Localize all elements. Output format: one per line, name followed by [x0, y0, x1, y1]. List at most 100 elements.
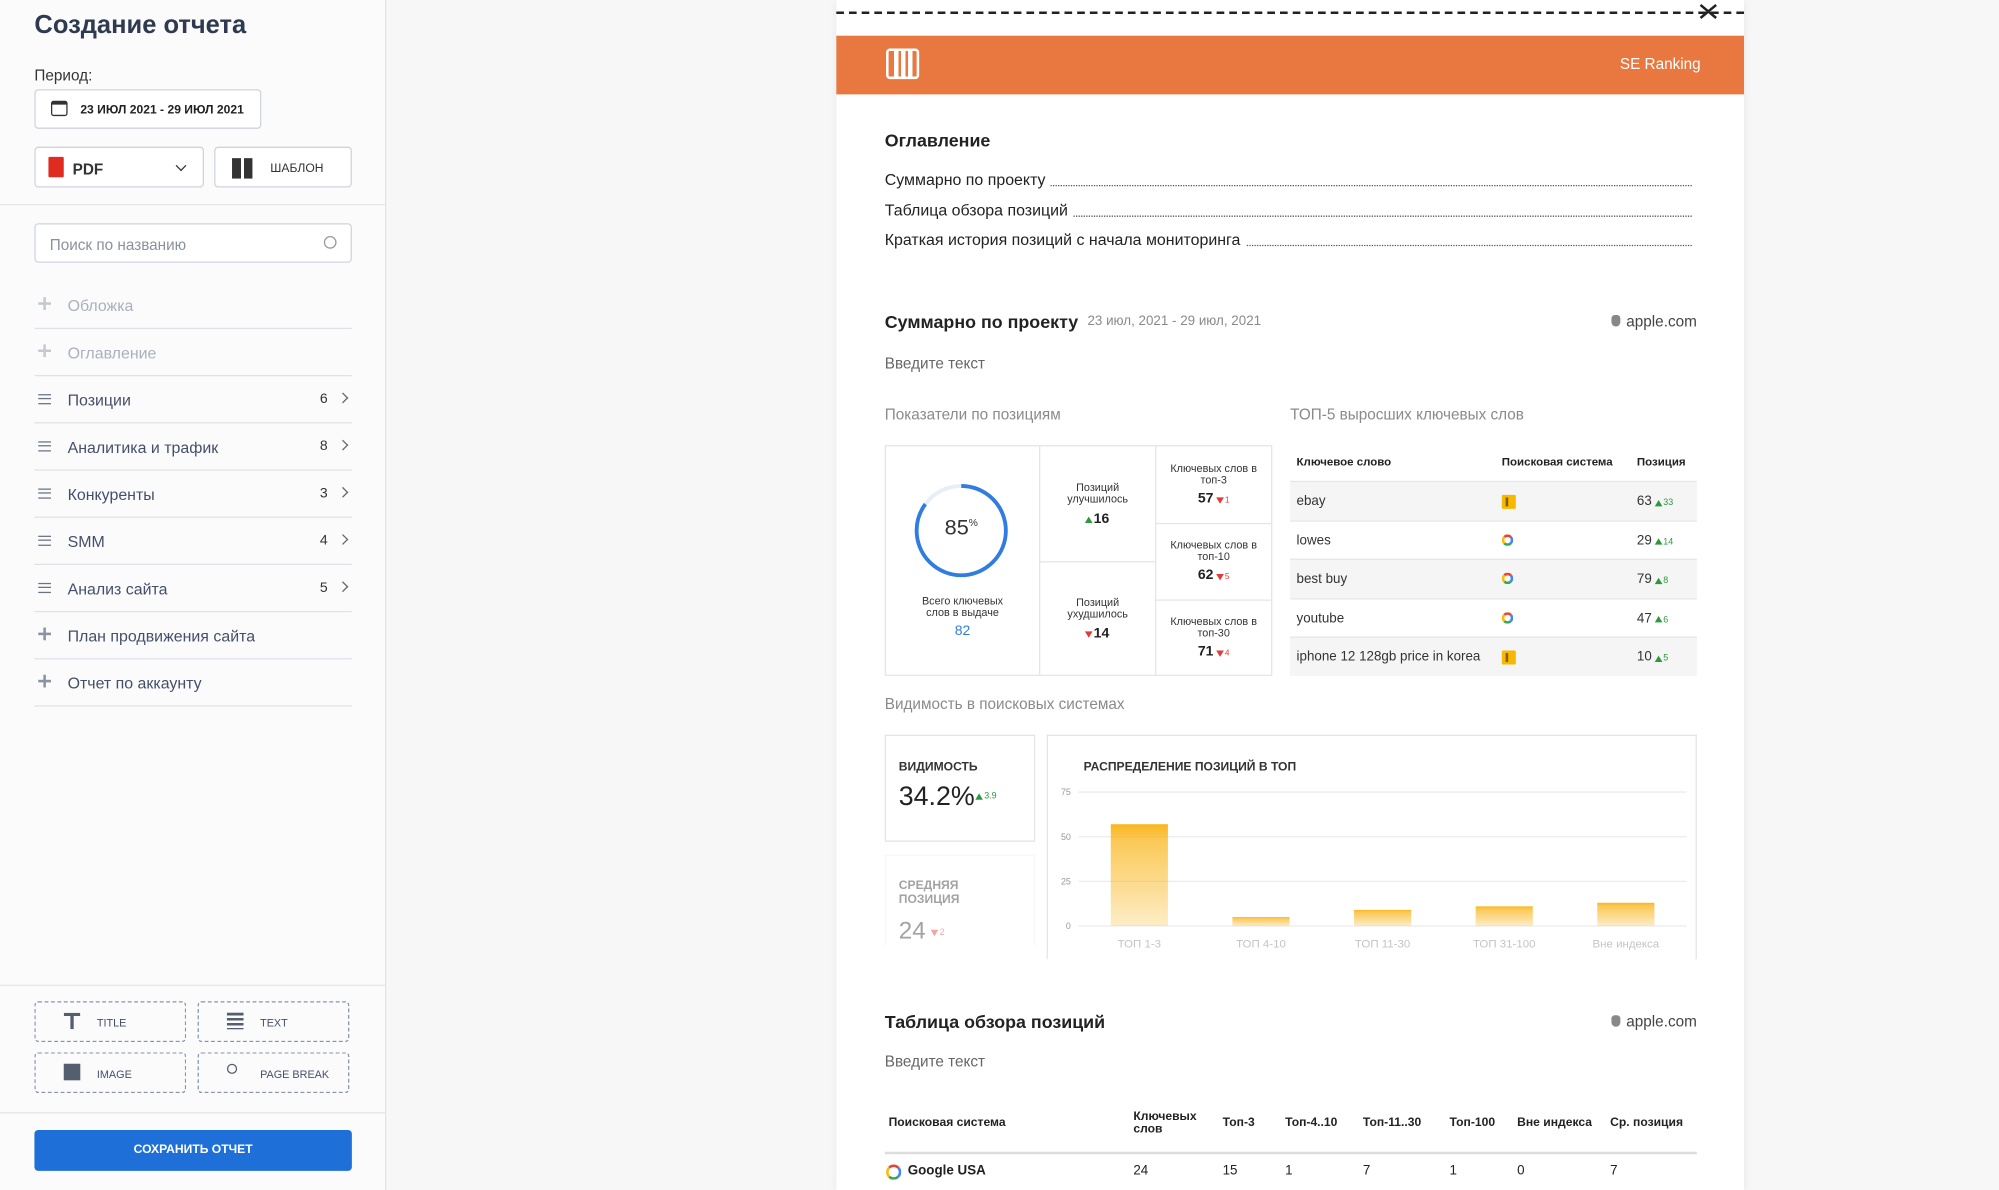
summary-title: Суммарно по проекту — [884, 311, 1079, 332]
text-placeholder: Введите текст — [884, 1052, 986, 1071]
donut-center: 85% — [913, 515, 1010, 541]
toc-title: Оглавление — [884, 130, 991, 151]
x-tick-label: ТОП 1-3 — [1118, 939, 1161, 951]
section-count: 3 — [319, 485, 328, 502]
toc-leader — [887, 214, 1692, 217]
top-value-wrap: 62 5 — [1155, 568, 1272, 583]
section-row[interactable]: Отчет по аккаунту — [34, 659, 352, 707]
avg-label: СРЕДНЯЯ ПОЗИЦИЯ — [898, 878, 960, 907]
toc-item: Суммарно по проекту — [884, 170, 1051, 189]
template-button[interactable]: ШАБЛОН — [214, 146, 352, 188]
tool-text[interactable]: TEXT — [197, 1001, 350, 1043]
save-label: СОХРАНИТЬ ОТЧЕТ — [133, 1142, 253, 1157]
chevron — [337, 439, 349, 451]
metrics-box: 85% Всего ключевых слов в выдаче 82 Пози… — [884, 445, 1273, 676]
section-row[interactable]: Оглавление — [34, 329, 352, 377]
visibility-label: ВИДИМОСТЬ — [898, 760, 978, 775]
section-row[interactable]: SMM 4 — [34, 518, 352, 566]
total-label: Всего ключевых слов в выдаче — [921, 594, 1004, 619]
engine-icon — [1501, 572, 1514, 585]
divider — [1039, 446, 1041, 675]
top-value: 57 — [1197, 491, 1214, 507]
tool-icon — [63, 1012, 81, 1030]
group-icon — [38, 488, 51, 499]
drag-icon — [38, 344, 51, 358]
section-label: SMM — [67, 533, 105, 551]
position-value: 79 — [1636, 571, 1652, 587]
table-cell: 1 — [1285, 1163, 1293, 1179]
table-header: Вне индекса — [1517, 1116, 1592, 1131]
keyword: youtube — [1296, 610, 1345, 626]
tool-page-break[interactable]: PAGE BREAK — [197, 1052, 350, 1094]
domain: apple.com — [1610, 312, 1697, 330]
position: 29 14 — [1637, 533, 1673, 548]
tool-title[interactable]: TITLE — [34, 1001, 187, 1043]
keyword: lowes — [1296, 532, 1331, 548]
keyword: best buy — [1296, 571, 1348, 587]
section-row[interactable]: Аналитика и трафик 8 — [34, 423, 352, 471]
dropdown-arrow — [175, 160, 187, 172]
bar — [1354, 909, 1412, 926]
table-header: Топ-3 — [1222, 1116, 1255, 1131]
table-header: Ключевых слов — [1133, 1109, 1197, 1137]
top-label: Ключевых слов в топ-3 — [1170, 461, 1257, 486]
engine-icon — [1501, 650, 1516, 666]
engine-name: Google USA — [907, 1163, 986, 1179]
overview-title: Таблица обзора позиций — [884, 1011, 1106, 1032]
scissors-icon — [1698, 3, 1717, 21]
drag-icon — [38, 627, 51, 641]
top-change: 1 — [1216, 496, 1230, 505]
section-row[interactable]: Позиции 6 — [34, 376, 352, 424]
chevron — [337, 581, 349, 593]
drag-icon — [38, 674, 51, 688]
top-value: 71 — [1197, 644, 1214, 660]
section-label: Оглавление — [67, 344, 157, 363]
text-placeholder: Введите текст — [884, 354, 986, 373]
group-icon — [38, 394, 51, 405]
top-label: Ключевых слов в топ-30 — [1170, 614, 1257, 640]
chart-card: РАСПРЕДЕЛЕНИЕ ПОЗИЦИЙ В ТОП 0 25 50 75 ТОП 1-… — [1046, 734, 1697, 960]
top-value-wrap: 71 4 — [1155, 644, 1272, 659]
section-row[interactable]: Обложка — [34, 282, 352, 330]
table-cell: 24 — [1133, 1163, 1149, 1179]
visibility-change: 3.9 — [975, 792, 996, 801]
search-icon — [323, 235, 337, 249]
position-change: 5 — [1654, 655, 1668, 664]
section-row[interactable]: План продвижения сайта — [34, 612, 352, 660]
section-row[interactable]: Конкуренты 3 — [34, 471, 352, 518]
x-tick-label: ТОП 31-100 — [1473, 939, 1536, 951]
divider — [0, 1112, 386, 1114]
toc-leader — [887, 244, 1692, 247]
position: 47 6 — [1637, 611, 1668, 626]
section-label: Позиции — [67, 391, 131, 410]
divider — [1155, 522, 1273, 525]
table-cell: 7 — [1362, 1163, 1371, 1179]
tool-image[interactable]: IMAGE — [34, 1052, 187, 1094]
position: 10 5 — [1637, 650, 1668, 665]
period-label: Период: — [34, 66, 93, 85]
format-select[interactable]: PDF — [34, 146, 204, 188]
donut-value: 85 — [944, 515, 969, 540]
sidebar-title: Создание отчета — [34, 11, 247, 40]
avg-value: 24 — [898, 918, 926, 946]
save-button[interactable]: СОХРАНИТЬ ОТЧЕТ — [34, 1130, 352, 1171]
divider — [1155, 446, 1157, 675]
group-icon — [38, 441, 51, 452]
section-row[interactable]: Анализ сайта 5 — [34, 565, 352, 613]
table-header: Ключевое слово — [1296, 455, 1392, 469]
section-label: Анализ сайта — [67, 580, 168, 599]
format-text: PDF — [72, 160, 104, 179]
tool-label: PAGE BREAK — [260, 1067, 330, 1081]
section-count: 4 — [319, 533, 328, 549]
period-picker[interactable]: 23 ИЮЛ 2021 - 29 ИЮЛ 2021 — [34, 89, 262, 129]
divider — [1155, 599, 1273, 601]
worsened-label: Позиций ухудшилось — [1067, 595, 1128, 620]
search-placeholder: Поиск по названию — [49, 235, 187, 254]
section-count: 6 — [319, 391, 328, 407]
table-row: iphone 12 128gb price in korea 10 5 — [1290, 636, 1697, 677]
search-input[interactable]: Поиск по названию — [34, 223, 352, 263]
overview-table: Поисковая система Ключевых слов Топ-3 Топ-4… — [884, 1105, 1697, 1190]
chevron — [337, 392, 349, 404]
sidebar: Создание отчета Период: 23 ИЮЛ 2021 - 29… — [0, 0, 387, 1190]
